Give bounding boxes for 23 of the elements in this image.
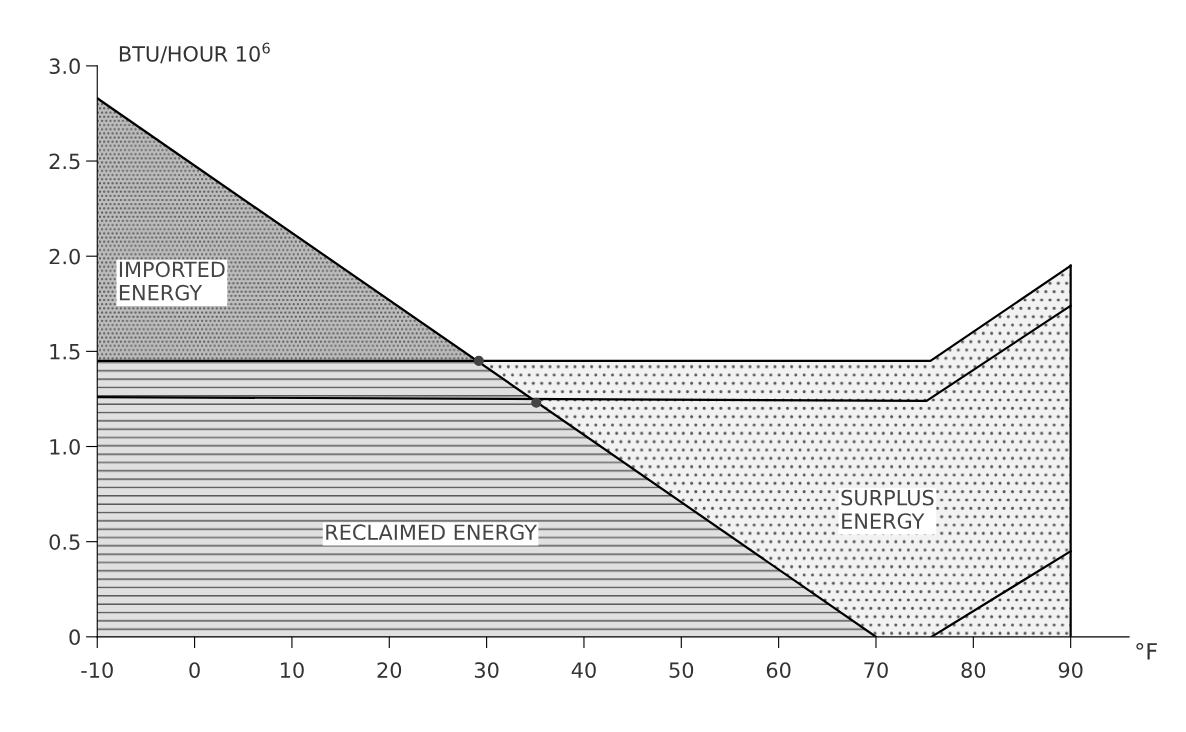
x-axis-title: °F <box>1136 642 1157 660</box>
y-tick-label: 0 <box>69 629 80 646</box>
x-tick-label: 90 <box>1058 662 1083 678</box>
y-tick-label: 2.0 <box>49 248 80 265</box>
x-tick-label: 70 <box>864 662 888 678</box>
y-tick-label: 2.5 <box>49 153 80 170</box>
x-tick-label: 80 <box>961 662 986 678</box>
y-axis-title: BTU/HOUR 10$^{6}$ <box>119 42 270 64</box>
x-tick-label: 50 <box>669 662 694 678</box>
x-tick-label: 0 <box>189 662 200 678</box>
x-tick-label: 40 <box>571 662 596 678</box>
x-tick-label: 20 <box>377 662 402 678</box>
annotation: RECLAIMED ENERGY <box>326 524 537 541</box>
x-tick-label: 30 <box>474 662 499 678</box>
y-tick-label: 3.0 <box>49 58 80 75</box>
y-tick-label: 1.5 <box>50 344 80 360</box>
y-tick-label: 1.0 <box>50 438 80 455</box>
y-tick-label: 0.5 <box>49 534 80 550</box>
x-tick-label: 60 <box>766 662 791 678</box>
x-tick-label: 10 <box>280 662 304 678</box>
x-tick-label: -10 <box>81 662 113 678</box>
annotation: IMPORTED ENERGY <box>119 261 225 301</box>
annotation: SURPLUS ENERGY <box>841 489 934 529</box>
